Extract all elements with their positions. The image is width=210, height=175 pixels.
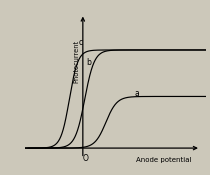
Text: b: b	[86, 58, 91, 67]
Text: a: a	[134, 89, 139, 98]
Text: Anode potential: Anode potential	[135, 157, 191, 163]
Text: Photocurrent: Photocurrent	[73, 40, 79, 83]
Text: c: c	[79, 38, 83, 47]
Text: O: O	[83, 154, 89, 163]
